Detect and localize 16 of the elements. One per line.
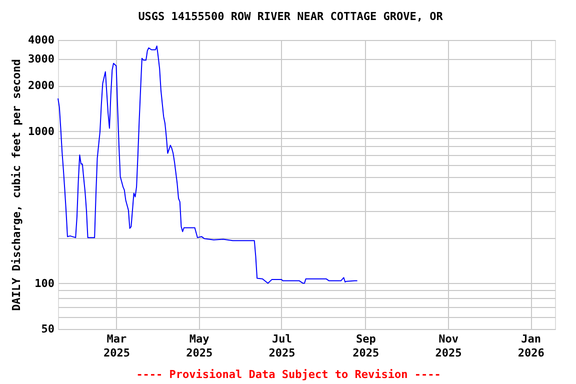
y-tick-label: 50	[41, 322, 54, 336]
line-series	[58, 46, 358, 284]
x-tick-label: Nov 2025	[435, 332, 462, 360]
chart-title: USGS 14155500 ROW RIVER NEAR COTTAGE GROVE, OR	[138, 10, 444, 23]
x-tick-label: Sep 2025	[352, 332, 380, 360]
y-tick-label: 100	[34, 276, 54, 290]
x-tick-label: May 2025	[186, 332, 213, 360]
text: ---- Provisional Data Subject to Revision ----	[136, 368, 441, 381]
x-tick-label: Jul 2025	[268, 332, 296, 360]
y-tick-label: 3000	[28, 52, 54, 66]
y-tick-label: 1000	[28, 124, 54, 138]
y-tick-label: 2000	[28, 79, 54, 92]
y-tick-label: 4000	[28, 34, 54, 46]
x-tick-label: Jan 2026	[518, 332, 545, 360]
x-tick-label: Mar 2025	[103, 332, 130, 360]
y-axis-title: DAILY Discharge, cubic feet per second	[10, 59, 24, 311]
